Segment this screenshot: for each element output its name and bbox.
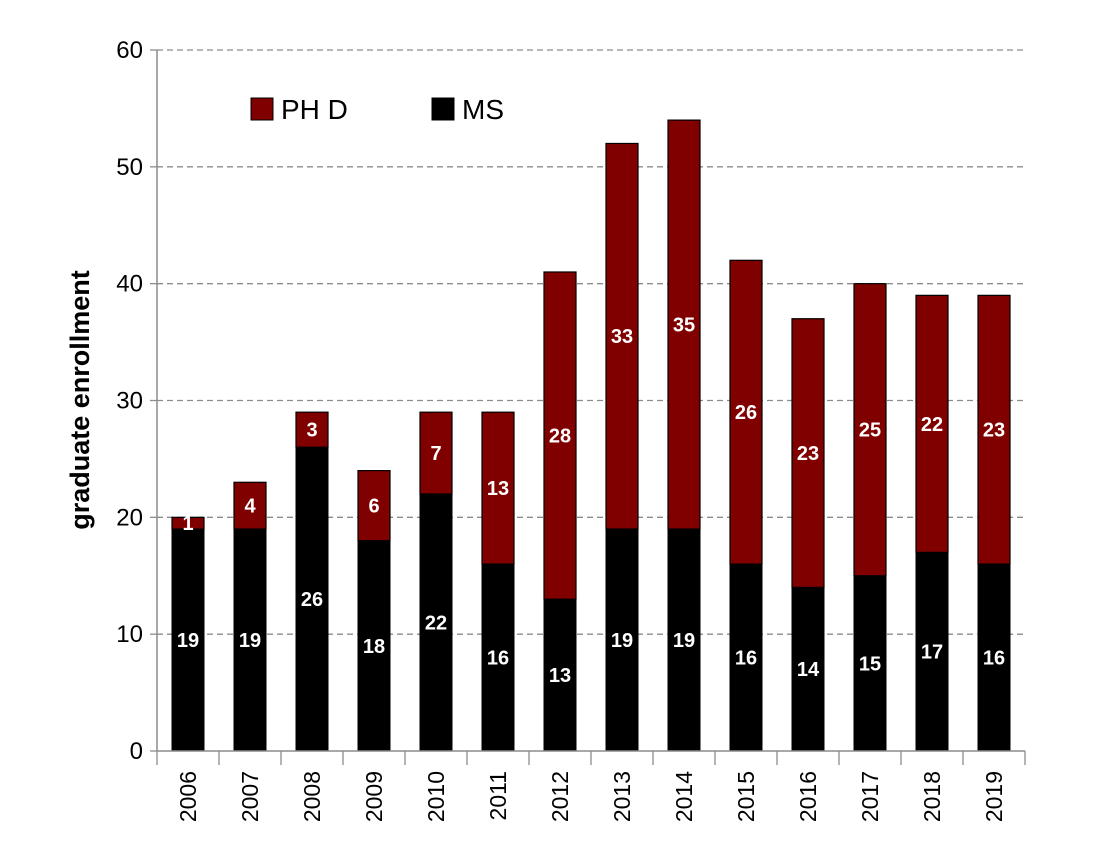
bar-phd-2009 (357, 470, 391, 542)
x-tick-labels: 2006 2007 2008 2009 2010 2011 2012 2013 2014 2015… (175, 771, 1007, 822)
y-tick-label: 40 (116, 271, 143, 298)
data-label-ms-2018: 17 (921, 642, 943, 664)
data-label-ms-2012: 13 (549, 665, 571, 687)
data-label-phd-2013: 33 (611, 326, 633, 348)
legend-label: PH D (281, 94, 348, 125)
bar-phd-2019 (977, 294, 1011, 565)
y-axis-label: graduate enrollment (65, 270, 95, 530)
bar-phd-2010 (419, 411, 453, 495)
bar-ms-2012 (543, 598, 577, 752)
data-labels: 19 1 19 4 26 3 18 6 22 7 16 13 13 28 19 33 19 35 16 26 14 23 1… (177, 315, 1005, 688)
x-tick-label-2006: 2006 (175, 771, 201, 822)
data-label-ms-2014: 19 (673, 630, 695, 652)
data-label-phd-2011: 13 (487, 478, 509, 500)
y-tick-label: 0 (130, 738, 143, 765)
data-label-ms-2009: 18 (363, 636, 385, 658)
y-tick-label: 10 (116, 621, 143, 648)
bar-ms-2013 (605, 528, 639, 752)
data-label-phd-2018: 22 (921, 414, 943, 436)
data-label-phd-2015: 26 (735, 402, 757, 424)
y-tick-label: 30 (116, 388, 143, 415)
x-tick-label-2012: 2012 (547, 771, 573, 822)
data-label-phd-2017: 25 (859, 420, 881, 442)
data-label-phd-2016: 23 (797, 443, 819, 465)
x-tick-label-2008: 2008 (299, 771, 325, 822)
data-label-ms-2015: 16 (735, 648, 757, 670)
bar-phd-2017 (853, 283, 887, 577)
data-label-phd-2012: 28 (549, 426, 571, 448)
x-tick-label-2010: 2010 (423, 771, 449, 822)
bar-ms-2008 (295, 446, 329, 752)
gridlines (150, 49, 1025, 752)
x-tick-label-2019: 2019 (981, 771, 1007, 822)
bar-phd-2012 (543, 271, 577, 600)
bar-phd-2015 (729, 259, 763, 565)
bar-phd-2014 (667, 119, 701, 530)
data-label-phd-2009: 6 (368, 496, 379, 518)
bar-phd-2018 (915, 294, 949, 553)
data-label-phd-2019: 23 (983, 420, 1005, 442)
data-label-ms-2011: 16 (487, 648, 509, 670)
bar-phd-2016 (791, 318, 825, 589)
bar-ms-2010 (419, 493, 453, 752)
data-label-ms-2010: 22 (425, 612, 447, 634)
bar-ms-2006 (171, 528, 205, 752)
bar-phd-2007 (233, 481, 267, 530)
x-tick-label-2015: 2015 (733, 771, 759, 822)
y-tick-label: 60 (116, 37, 143, 64)
bar-ms-2009 (357, 540, 391, 752)
legend-swatch-ms (431, 97, 455, 121)
bar-ms-2018 (915, 551, 949, 752)
y-tick-label: 50 (116, 154, 143, 181)
x-tick-label-2007: 2007 (237, 771, 263, 822)
data-label-ms-2017: 15 (859, 653, 881, 675)
data-label-ms-2006: 19 (177, 630, 199, 652)
x-tick-label-2017: 2017 (857, 771, 883, 822)
data-label-phd-2008: 3 (306, 420, 317, 442)
legend-swatch-phd (250, 97, 274, 121)
data-label-ms-2013: 19 (611, 630, 633, 652)
bars (171, 119, 1011, 752)
bar-ms-2016 (791, 586, 825, 752)
legend-label: MS (462, 94, 504, 125)
data-label-ms-2016: 14 (797, 659, 820, 681)
y-tick-labels: 0 10 20 30 40 50 60 (116, 37, 143, 765)
data-label-ms-2007: 19 (239, 630, 261, 652)
x-tick-label-2014: 2014 (671, 771, 697, 822)
x-tick-label-2011: 2011 (485, 771, 511, 820)
axes (156, 50, 1026, 765)
bar-phd-2008 (295, 411, 329, 448)
x-tick-label-2009: 2009 (361, 771, 387, 822)
bar-phd-2006 (171, 516, 205, 530)
bar-phd-2013 (605, 142, 639, 530)
x-tick-label-2013: 2013 (609, 771, 635, 822)
data-label-phd-2006: 1 (182, 513, 193, 535)
data-label-phd-2007: 4 (244, 496, 256, 518)
bar-phd-2011 (481, 411, 515, 565)
x-tick-label-2016: 2016 (795, 771, 821, 822)
data-label-phd-2014: 35 (673, 315, 695, 337)
bar-ms-2019 (977, 563, 1011, 752)
data-label-phd-2010: 7 (430, 443, 441, 465)
x-tick-label-2018: 2018 (919, 771, 945, 822)
legend: PH D MS (250, 94, 504, 125)
data-label-ms-2019: 16 (983, 648, 1005, 670)
bar-ms-2015 (729, 563, 763, 752)
data-label-ms-2008: 26 (301, 589, 323, 611)
y-tick-label: 20 (116, 504, 143, 531)
